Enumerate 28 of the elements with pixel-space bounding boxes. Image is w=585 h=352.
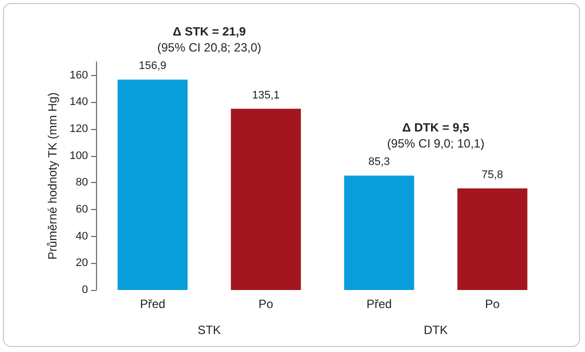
y-tick-label: 0 bbox=[82, 284, 88, 296]
bar bbox=[457, 188, 528, 290]
y-tick-label: 60 bbox=[76, 204, 88, 216]
y-tick-label: 100 bbox=[70, 150, 88, 162]
text: (95% CI 20,8; 23,0) bbox=[157, 40, 262, 55]
bar bbox=[118, 80, 188, 290]
text: DTK bbox=[424, 323, 448, 337]
y-tick-label: 20 bbox=[76, 257, 88, 270]
data-label: 135,1 bbox=[252, 89, 280, 102]
y-tick-label: 120 bbox=[70, 123, 88, 136]
y-tick-label: 140 bbox=[70, 96, 88, 108]
y-axis-title: Průměrné hodnoty TK (mm Hg) bbox=[46, 92, 60, 260]
y-tick-label: 80 bbox=[76, 176, 88, 189]
text: STK bbox=[198, 323, 221, 337]
x-tick-label: Před bbox=[366, 297, 392, 311]
x-tick-label: Před bbox=[140, 297, 166, 311]
data-label: 75,8 bbox=[482, 168, 504, 181]
data-label: 156,9 bbox=[138, 60, 166, 72]
annotation: Δ DTK = 9,5 bbox=[402, 120, 470, 135]
x-tick-label: Po bbox=[258, 297, 274, 311]
y-tick-label: 40 bbox=[76, 230, 88, 242]
text: Δ STK = 21,9 bbox=[172, 24, 246, 39]
data-label: 85,3 bbox=[368, 156, 390, 168]
y-tick-label: 160 bbox=[70, 69, 88, 82]
bar bbox=[230, 108, 301, 290]
annotation: (95% CI 9,0; 10,1) bbox=[387, 136, 484, 151]
x-tick-label: Po bbox=[485, 297, 500, 311]
bar bbox=[344, 176, 414, 290]
